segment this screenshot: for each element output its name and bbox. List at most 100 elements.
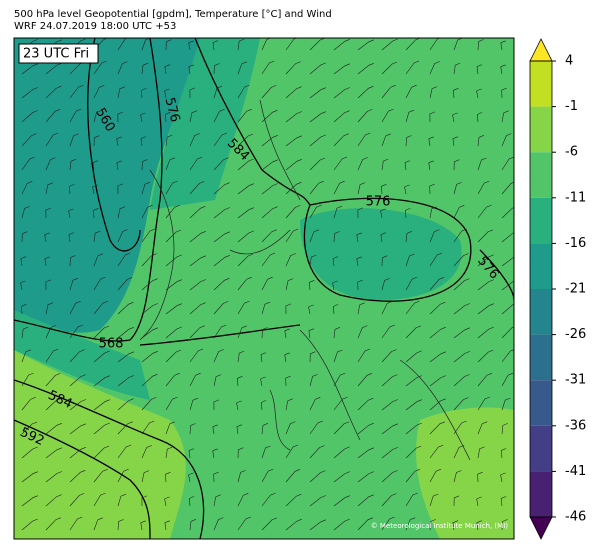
wind-barb [260, 352, 267, 363]
wind-barb [404, 208, 411, 219]
wind-barb [453, 470, 462, 483]
wind-barb [213, 182, 230, 195]
wind-barb [93, 135, 100, 147]
wind-barb [333, 110, 350, 123]
wind-barb [117, 229, 128, 243]
wind-barb [452, 520, 459, 531]
wind-barb [357, 471, 375, 483]
wind-barb [117, 444, 132, 459]
wind-barb [45, 398, 62, 411]
wind-barb [405, 445, 422, 459]
wind-barb [93, 230, 101, 243]
wind-barb [453, 420, 467, 435]
wind-barb [141, 445, 152, 459]
wind-barb [45, 157, 56, 171]
wind-barb [381, 158, 389, 171]
wind-barb [477, 349, 494, 363]
wind-barb [452, 136, 459, 147]
wind-barb [237, 183, 255, 195]
wind-barb [236, 424, 243, 435]
wind-barb [356, 256, 362, 267]
wind-barb [141, 278, 158, 291]
wind-barb [213, 399, 220, 411]
wind-barb [381, 516, 395, 531]
wind-barb [45, 109, 61, 123]
wind-barb [21, 495, 39, 507]
colorbar-tick-label: -46 [565, 510, 586, 525]
wind-barb [429, 252, 443, 267]
wind-barb [477, 229, 494, 243]
wind-barb [45, 423, 62, 435]
wind-barb [333, 156, 348, 171]
wind-barb [93, 325, 110, 339]
wind-barb [357, 132, 371, 147]
wind-barb [429, 229, 440, 243]
wind-barb [429, 519, 436, 531]
wind-barb [165, 254, 182, 267]
wind-barb [261, 468, 274, 483]
wind-barb [45, 517, 61, 531]
wind-barb [117, 327, 134, 339]
wind-barb [357, 109, 373, 123]
wind-barb [45, 182, 53, 195]
wind-barb [309, 62, 326, 75]
wind-barb [237, 230, 254, 243]
wind-barb [501, 133, 512, 147]
wind-barb [285, 228, 299, 243]
wind-barb [405, 325, 422, 339]
wind-barb [213, 278, 230, 291]
wind-barb [117, 351, 135, 363]
wind-barb [477, 396, 490, 411]
wind-barb [477, 180, 490, 195]
wind-barb [285, 518, 302, 531]
wind-barb [140, 88, 147, 99]
wind-barb [93, 60, 107, 75]
wind-barb [165, 472, 171, 483]
map: 560 576 584 576 576 568 584 592 © Meteor… [14, 38, 514, 539]
wind-barb [45, 62, 62, 75]
wind-barb [165, 39, 172, 51]
wind-barb [45, 207, 51, 219]
wind-barb [333, 133, 349, 147]
contour-label: 576 [366, 195, 391, 210]
wind-barb [93, 276, 106, 291]
wind-barb [453, 351, 471, 363]
colorbar-segment [530, 197, 552, 244]
wind-barb [405, 135, 412, 147]
wind-barb [476, 64, 483, 75]
wind-barb [21, 87, 39, 99]
colorbar-extension [529, 38, 553, 62]
wind-barb [237, 300, 250, 315]
wind-barb [69, 399, 87, 411]
wind-barb [237, 133, 254, 147]
wind-barb [309, 38, 326, 51]
wind-barb [93, 468, 108, 483]
wind-barb [237, 84, 250, 99]
wind-barb [405, 231, 413, 243]
wind-barb [477, 372, 493, 387]
wind-barb [45, 348, 59, 363]
wind-barb [453, 374, 470, 387]
wind-barb [332, 304, 339, 315]
wind-barb [381, 133, 391, 147]
wind-barb [284, 328, 290, 339]
wind-barb [500, 448, 507, 459]
wind-barb [501, 207, 514, 219]
wind-barb [117, 493, 127, 507]
wind-barb [477, 471, 483, 483]
wind-barb [261, 445, 271, 459]
wind-barb [285, 182, 302, 195]
coastlines [139, 99, 471, 461]
wind-barb [381, 470, 398, 483]
wind-barb [405, 300, 420, 315]
cold-region [14, 38, 200, 333]
wind-barb [357, 325, 368, 339]
wind-barb [453, 397, 469, 411]
wind-barb [476, 112, 483, 123]
colorbar-segment [530, 243, 552, 289]
wind-barb [284, 352, 290, 363]
wind-barb [165, 303, 183, 315]
wind-barb [69, 470, 86, 483]
wind-barb [501, 397, 511, 411]
wind-barb [357, 279, 363, 291]
